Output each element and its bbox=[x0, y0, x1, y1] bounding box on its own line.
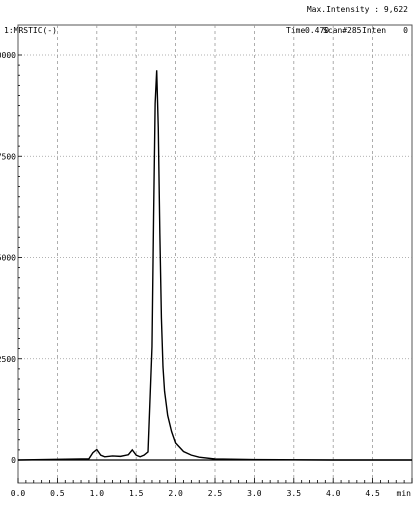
trace-layer bbox=[17, 70, 412, 461]
x-tick-label: 4.5 bbox=[365, 489, 380, 498]
scan-label: Scan# bbox=[323, 26, 347, 35]
x-tick-label: 1.5 bbox=[129, 489, 144, 498]
channel-label: 1:MRSTIC(-) bbox=[4, 26, 57, 35]
x-tick-label: 3.0 bbox=[247, 489, 262, 498]
x-tick-label: 0.5 bbox=[50, 489, 65, 498]
grid bbox=[18, 25, 412, 483]
x-tick-label: 0.0 bbox=[11, 489, 26, 498]
max-intensity-label: Max.Intensity : 9,622 bbox=[307, 5, 408, 14]
time-label: Time bbox=[286, 26, 305, 35]
inten-value: 0 bbox=[403, 26, 408, 35]
x-tick-label: 2.5 bbox=[208, 489, 223, 498]
x-tick-label: 2.0 bbox=[168, 489, 183, 498]
x-tick-label: 4.0 bbox=[326, 489, 341, 498]
x-axis-label: min bbox=[397, 489, 412, 498]
y-tick-label: 0 bbox=[11, 456, 16, 465]
y-tick-label: 2500 bbox=[0, 355, 16, 364]
inten-label: Inten bbox=[362, 26, 386, 35]
scan-value: 285 bbox=[347, 26, 362, 35]
x-tick-label: 1.0 bbox=[90, 489, 105, 498]
x-tick-label: 3.5 bbox=[287, 489, 302, 498]
chromatogram-trace bbox=[17, 70, 412, 461]
y-tick-label: 10000 bbox=[0, 51, 16, 60]
time-value: 0.470 bbox=[305, 26, 329, 35]
y-tick-label: 7500 bbox=[0, 152, 16, 161]
